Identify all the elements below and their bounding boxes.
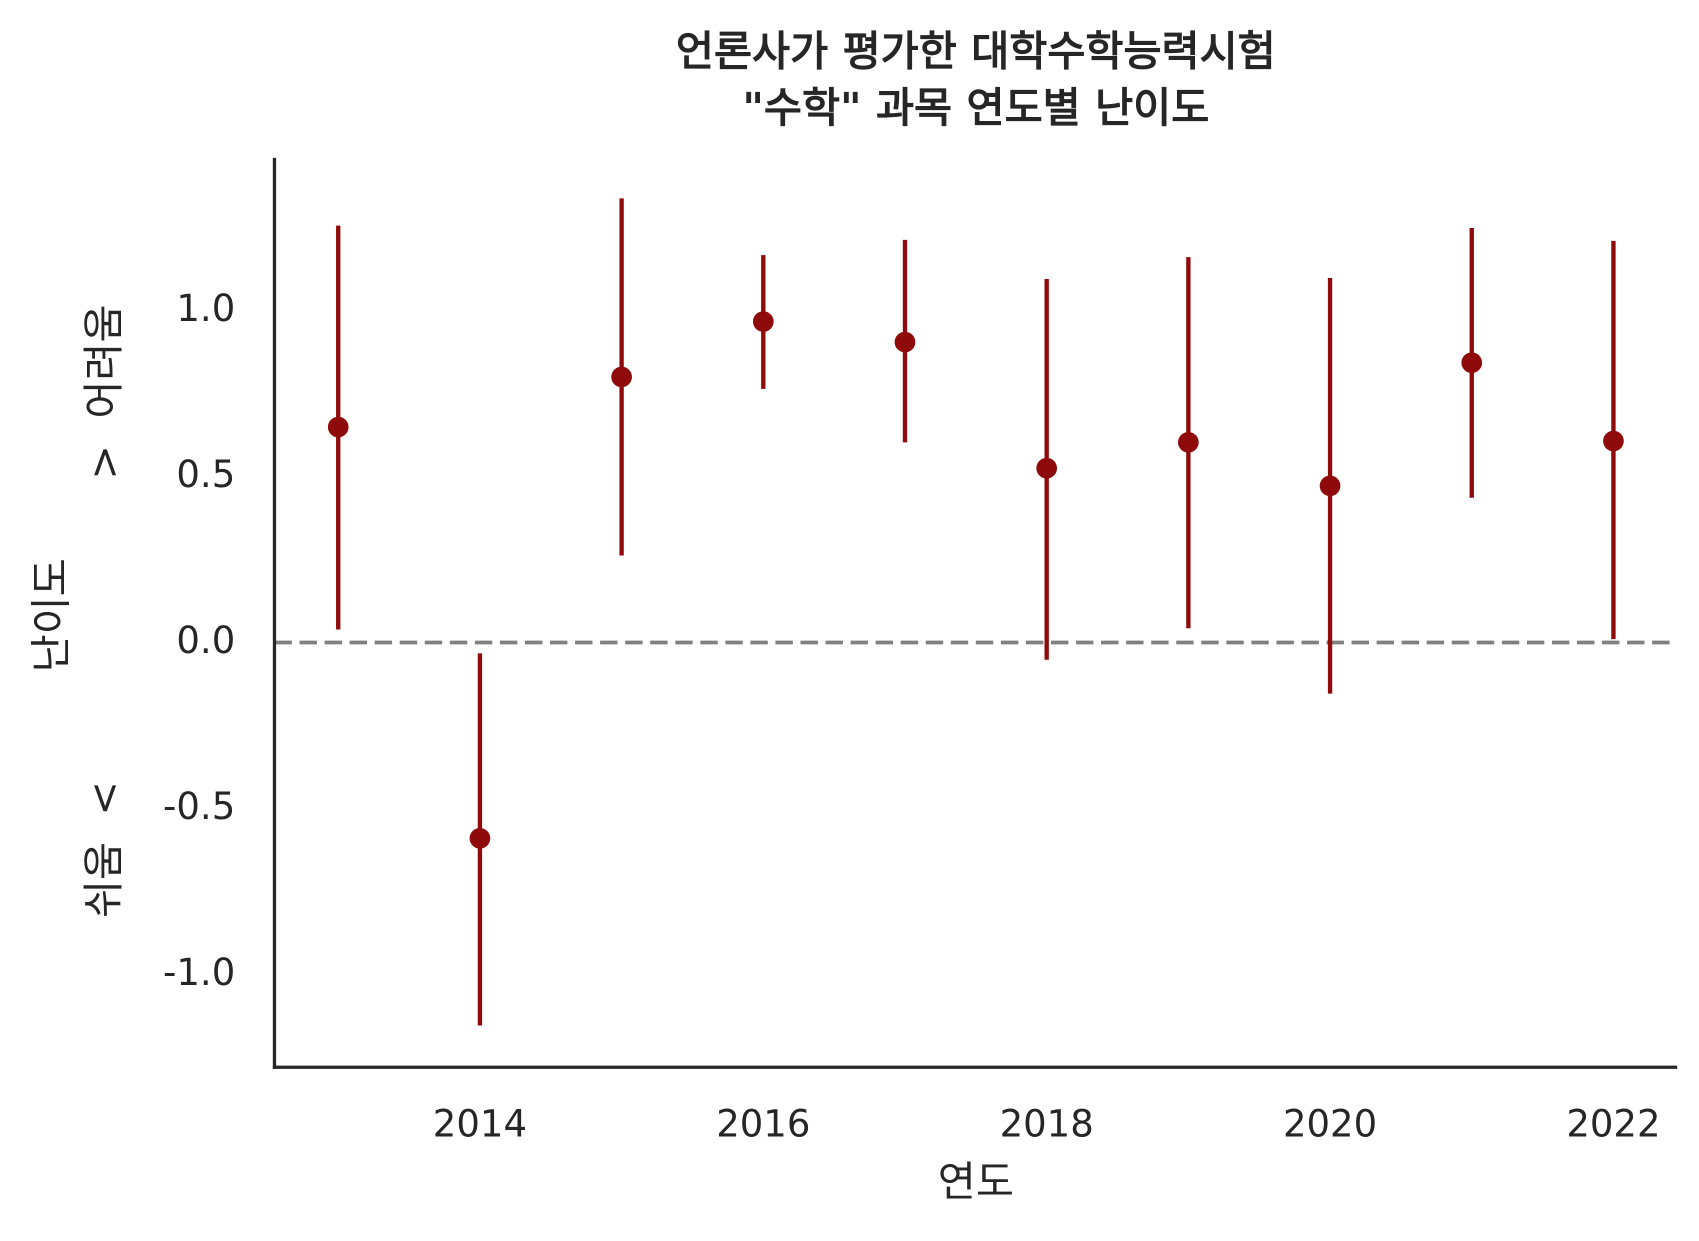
y-axis-label: 난이도 — [27, 558, 75, 672]
x-tick-label: 2022 — [1566, 1103, 1660, 1146]
point — [894, 331, 916, 353]
point — [469, 827, 491, 849]
annotation: 쉬움 < — [80, 781, 128, 918]
point — [752, 311, 774, 332]
annotation: > 어려움 — [80, 304, 128, 479]
y-tick-label: 1.0 — [176, 287, 235, 330]
y-tick-label: -1.0 — [163, 951, 235, 994]
chart-title: "수학" 과목 연도별 난이도 — [742, 84, 1209, 132]
point — [1319, 475, 1341, 497]
point — [1603, 430, 1624, 452]
x-axis-label: 연도 — [938, 1158, 1014, 1206]
y-tick-label: 0.5 — [176, 453, 235, 496]
y-tick-label: -0.5 — [163, 785, 235, 828]
y-tick-label: 0.0 — [176, 619, 235, 662]
point — [1461, 352, 1483, 374]
point — [611, 366, 632, 388]
x-tick-label: 2014 — [433, 1103, 527, 1146]
point — [327, 416, 349, 438]
x-tick-label: 2016 — [716, 1103, 810, 1146]
point — [1036, 457, 1058, 479]
chart-title: 언론사가 평가한 대학수학능력시험 — [676, 27, 1276, 75]
point — [1178, 431, 1199, 453]
x-tick-label: 2020 — [1283, 1103, 1377, 1146]
x-tick-label: 2018 — [1000, 1103, 1094, 1146]
